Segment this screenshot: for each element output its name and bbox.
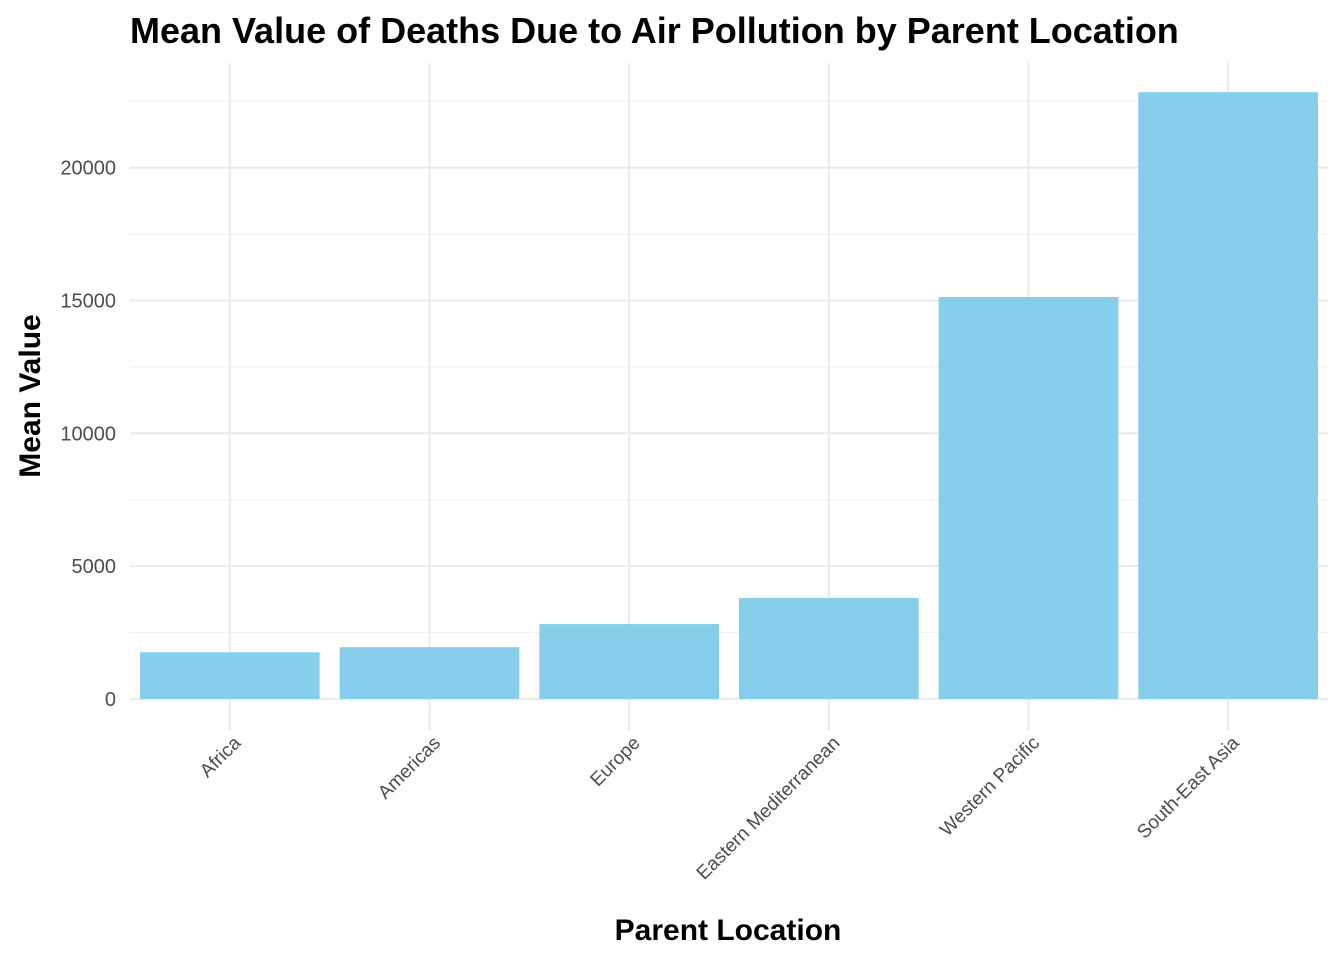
y-tick-label: 5000 <box>72 556 117 578</box>
chart-title: Mean Value of Deaths Due to Air Pollutio… <box>130 10 1179 51</box>
bars <box>139 92 1319 700</box>
x-axis-ticks: Africa Americas Europe Eastern Mediterranea… <box>196 732 1244 884</box>
y-tick-label: 15000 <box>60 290 116 312</box>
x-tick-label: Americas <box>374 733 445 804</box>
y-tick-label: 20000 <box>60 158 116 180</box>
y-axis-ticks: 0 5000 10000 15000 20000 <box>60 158 116 711</box>
bar-south-east-asia <box>1138 92 1319 700</box>
x-tick-label: Western Pacific <box>936 733 1044 841</box>
x-tick-label: Africa <box>196 732 245 781</box>
x-tick-label: South-East Asia <box>1133 732 1244 843</box>
bar-western-pacific <box>938 296 1119 699</box>
bar-africa <box>139 652 320 699</box>
bar-europe <box>539 624 720 699</box>
y-tick-label: 10000 <box>60 423 116 445</box>
x-tick-label: Eastern Mediterranean <box>693 733 845 885</box>
x-axis-title: Parent Location <box>615 914 842 947</box>
y-tick-label: 0 <box>105 689 116 711</box>
y-axis-title: Mean Value <box>14 314 47 477</box>
x-tick-label: Europe <box>587 733 645 791</box>
bar-eastern-mediterranean <box>738 598 919 699</box>
bar-americas <box>339 647 520 699</box>
